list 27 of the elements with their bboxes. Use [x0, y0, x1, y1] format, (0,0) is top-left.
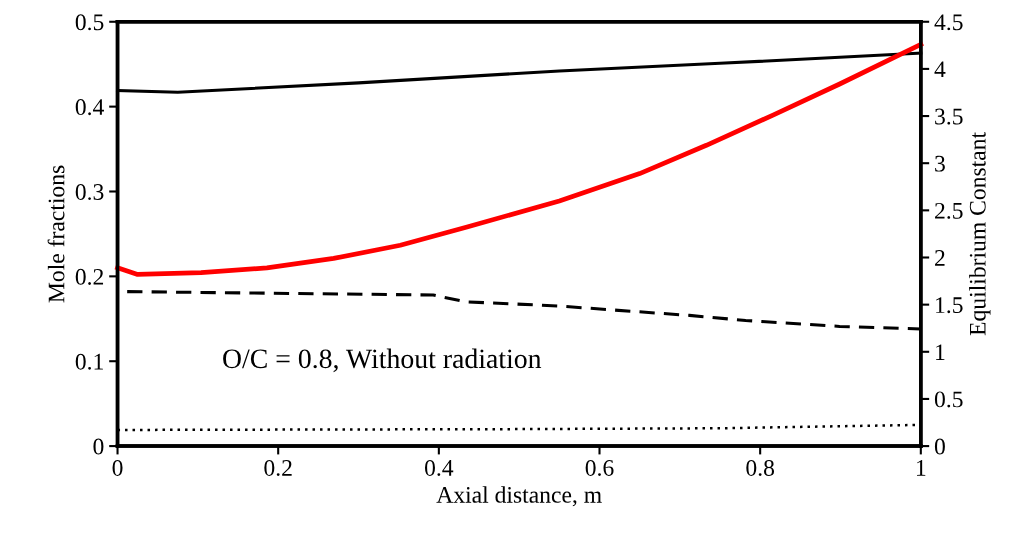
- x-tick-label: 0: [112, 459, 123, 476]
- y-tick-label: 0.1: [75, 353, 103, 370]
- y-axis-title: Mole fractions: [47, 165, 65, 303]
- x-tick-label: 0.8: [746, 459, 775, 476]
- y2-tick-label: 1: [936, 344, 945, 360]
- y2-axis-title: Equilibrium Constant: [969, 132, 991, 336]
- x-axis-title: Axial distance, m: [436, 486, 602, 507]
- annotation: O/C = 0.8, Without radiation: [223, 348, 542, 373]
- y2-tick-label: 3.5: [935, 108, 963, 125]
- y-tick-label: 0.2: [75, 268, 104, 285]
- x-tick-label: 0.6: [585, 459, 614, 476]
- y2-tick-label: 3: [935, 155, 945, 172]
- y2-tick-label: 4.5: [934, 14, 963, 31]
- y-tick-label: 0.5: [75, 14, 104, 31]
- y2-tick-label: 0: [934, 438, 945, 455]
- y-tick-label: 0: [93, 438, 104, 455]
- y2-tick-label: 1.5: [936, 297, 963, 314]
- y-tick-label: 0.4: [75, 99, 104, 116]
- y2-tick-label: 2.5: [935, 202, 963, 219]
- y-tick-label: 0.3: [75, 183, 104, 201]
- x-tick-label: 1: [917, 460, 926, 476]
- y2-tick-label: 0.5: [934, 391, 963, 408]
- y2-tick-label: 2: [935, 250, 945, 266]
- y2-tick-label: 4: [934, 61, 946, 78]
- line-series: [115, 42, 924, 277]
- x-tick-label: 0.2: [264, 459, 292, 476]
- x-tick-label: 0.4: [424, 459, 454, 476]
